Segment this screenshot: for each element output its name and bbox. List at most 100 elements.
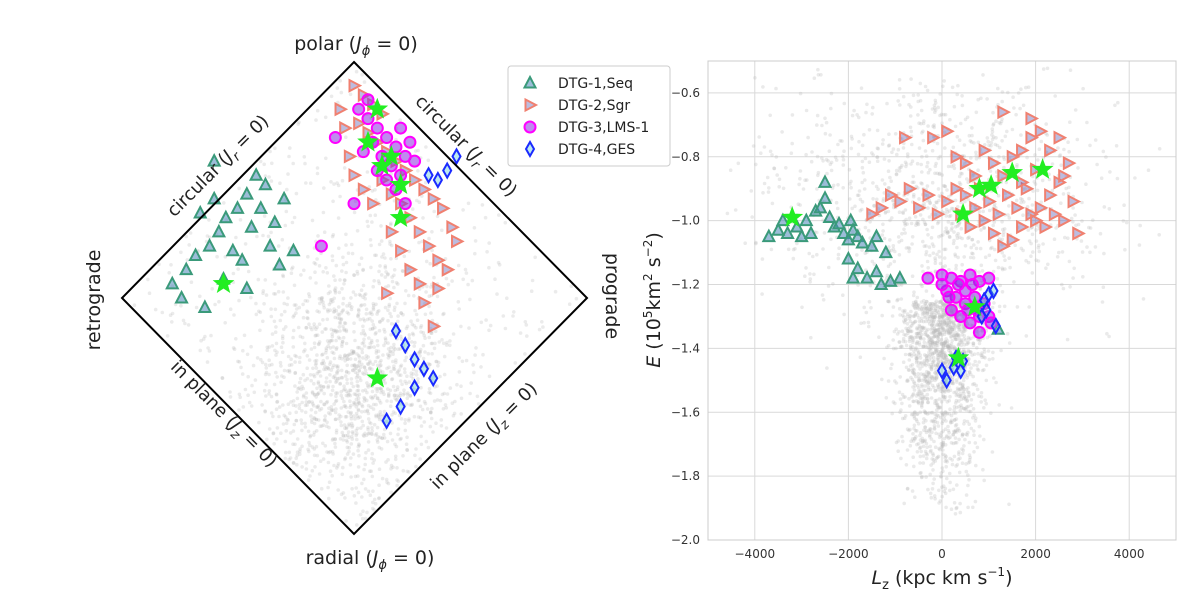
background-point [393,442,397,447]
background-point [198,348,203,353]
background-point [451,332,456,336]
background-point [962,337,966,341]
background-point [301,372,306,377]
background-point [512,310,516,314]
background-point [353,338,357,343]
background-point [1013,243,1017,247]
background-point [816,173,820,178]
background-point [339,311,344,315]
background-point [1067,259,1072,264]
background-point [363,292,368,296]
background-point [341,301,345,306]
background-point [965,375,969,380]
background-point [249,344,253,349]
background-point [801,187,806,191]
background-point [1005,331,1010,336]
background-point [942,256,947,260]
background-point [372,345,377,349]
background-point [910,274,915,279]
background-point [472,370,476,375]
background-point [350,363,354,368]
background-point [336,216,341,220]
background-point [395,301,399,306]
background-point [335,371,339,376]
background-point [279,431,283,436]
background-point [412,344,417,348]
background-point [954,398,959,403]
background-point [321,318,325,322]
background-point [385,366,389,371]
background-point [850,137,854,141]
background-point [1029,254,1033,258]
background-point [240,372,245,376]
background-point [333,286,338,290]
background-point [949,324,953,329]
background-point [1098,231,1103,236]
background-point [346,394,350,398]
background-point [382,392,386,397]
background-point [942,312,947,316]
background-point [997,145,1002,150]
background-point [938,322,942,327]
background-point [927,372,931,377]
background-point [303,299,308,303]
background-point [342,399,346,404]
background-point [403,418,408,422]
background-point [971,407,976,411]
background-point [939,355,943,359]
background-point [340,286,344,291]
background-point [956,325,961,330]
background-point [816,170,821,175]
background-point [319,388,324,393]
background-point [336,316,340,320]
background-point [925,412,930,416]
background-point [384,477,389,482]
background-point [870,151,874,155]
background-point [925,311,929,316]
background-point [917,340,922,345]
background-point [366,417,371,421]
background-point [913,437,917,441]
background-point [952,418,957,422]
background-point [205,360,210,364]
background-point [316,391,321,395]
background-point [370,432,375,437]
background-point [327,496,331,501]
background-point [344,426,349,431]
background-point [926,345,931,350]
background-point [1068,285,1072,289]
background-point [913,335,917,340]
background-point [937,446,941,451]
background-point [379,447,384,451]
centroid-star [357,130,379,152]
background-point [899,283,904,287]
background-point [912,368,916,372]
background-point [258,159,263,164]
background-point [327,284,331,288]
background-point [417,350,422,354]
background-point [904,365,909,370]
background-point [353,363,357,367]
background-point [966,473,970,477]
background-point [940,332,944,337]
background-point [951,206,955,211]
background-point [766,190,771,194]
diamond-point [179,261,194,276]
background-point [331,345,336,349]
background-point [448,386,453,390]
background-point [1045,66,1050,71]
background-point [937,330,942,335]
background-point [361,423,366,428]
diamond-point [239,186,254,200]
background-point [939,415,943,420]
background-point [925,445,929,450]
background-point [170,311,175,316]
background-point [379,412,383,417]
background-point [977,209,982,214]
background-point [416,148,420,153]
background-point [263,174,268,178]
background-point [924,299,929,304]
background-point [314,361,319,366]
background-point [957,437,961,442]
background-point [949,342,954,346]
